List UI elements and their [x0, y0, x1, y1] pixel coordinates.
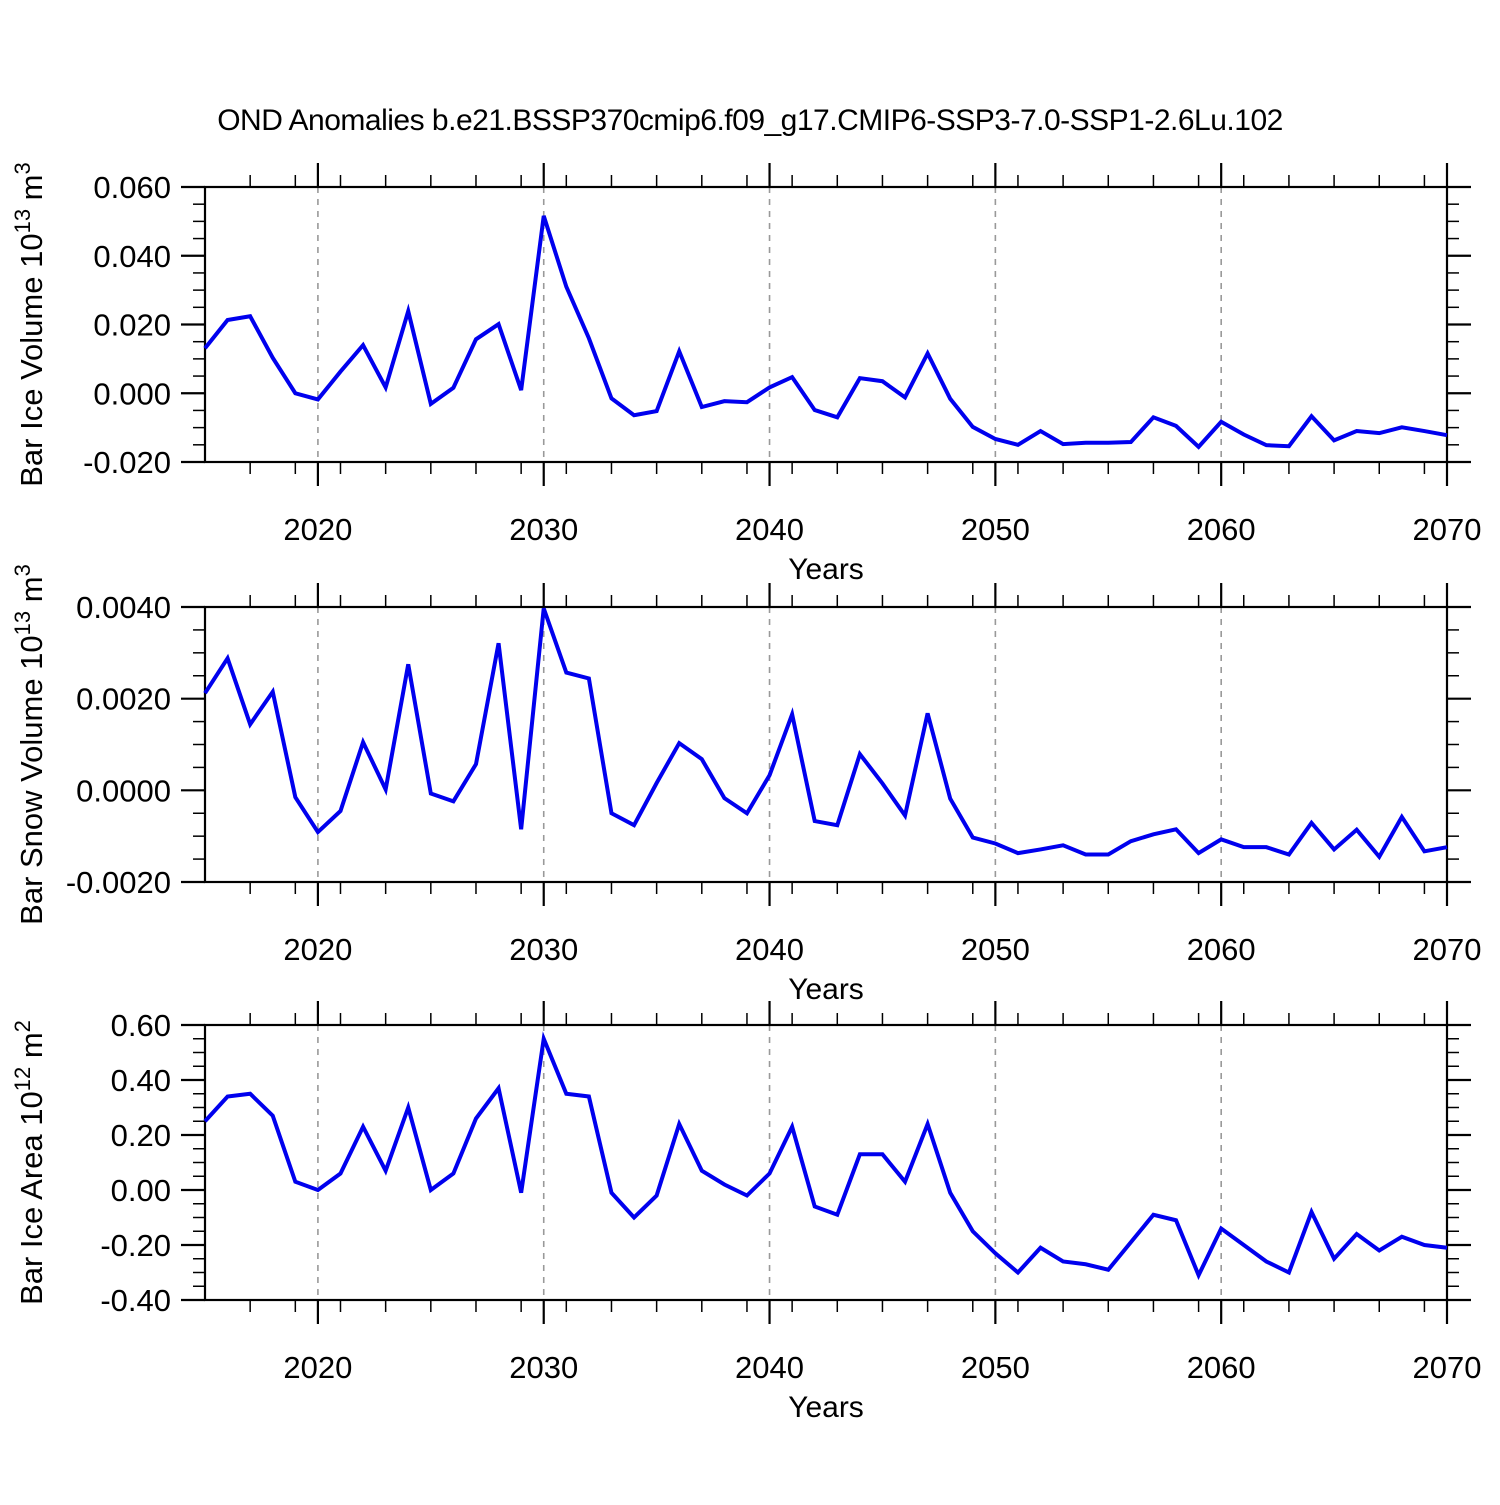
y-tick-label-0.0000: 0.0000 — [76, 773, 171, 808]
y-tick-label-0.060: 0.060 — [93, 170, 171, 205]
y-tick-label-0.40: 0.40 — [111, 1063, 171, 1098]
plot-box — [203, 1023, 1449, 1302]
series-line-ice-volume — [203, 215, 1448, 450]
panel-snow-volume: 2020 2030 2040 2050 2060 2070 -0.0020 0.0000 0.0… — [10, 564, 1481, 1006]
x-tick-label-2060: 2060 — [1187, 932, 1256, 967]
x-tick-label-2050: 2050 — [961, 512, 1030, 547]
series-line-ice-area — [203, 1031, 1448, 1281]
series-line-snow-volume — [203, 607, 1448, 861]
x-tick-label-2050: 2050 — [961, 1350, 1030, 1385]
y-tick-label--0.020: -0.020 — [83, 445, 171, 480]
x-axis-label-years: Years — [788, 973, 864, 1006]
y-axis-label-snow-volume: Bar Snow Volume 1013 m3 — [10, 564, 49, 925]
y-tick-label--0.20: -0.20 — [100, 1228, 171, 1263]
x-tick-label-2020: 2020 — [283, 1350, 352, 1385]
x-tick-label-2070: 2070 — [1413, 512, 1482, 547]
y-tick-label-0.0020: 0.0020 — [76, 682, 171, 717]
x-tick-label-2040: 2040 — [735, 932, 804, 967]
x-tick-label-2020: 2020 — [283, 932, 352, 967]
x-axis-label-years: Years — [788, 1391, 864, 1424]
y-tick-label-0.040: 0.040 — [93, 239, 171, 274]
y-axis-label-ice-volume: Bar Ice Volume 1013 m3 — [10, 162, 49, 487]
panels-group: 2020 2030 2040 2050 2060 2070 -0.020 0.000 0.020… — [10, 162, 1481, 1424]
x-tick-label-2050: 2050 — [961, 932, 1030, 967]
x-tick-label-2060: 2060 — [1187, 1350, 1256, 1385]
y-tick-label-0.60: 0.60 — [111, 1008, 171, 1043]
x-tick-label-2020: 2020 — [283, 512, 352, 547]
x-tick-label-2030: 2030 — [509, 932, 578, 967]
y-tick-label-0.020: 0.020 — [93, 308, 171, 343]
y-tick-label-0.000: 0.000 — [93, 376, 171, 411]
x-axis-label-years: Years — [788, 553, 864, 586]
panel-ice-volume: 2020 2030 2040 2050 2060 2070 -0.020 0.000 0.020… — [10, 162, 1481, 586]
x-tick-label-2060: 2060 — [1187, 512, 1256, 547]
plot-box — [203, 185, 1449, 464]
figure-title: OND Anomalies b.e21.BSSP370cmip6.f09_g17… — [217, 104, 1283, 137]
y-tick-label-0.0040: 0.0040 — [76, 590, 171, 625]
x-tick-label-2030: 2030 — [509, 512, 578, 547]
x-tick-label-2040: 2040 — [735, 512, 804, 547]
y-tick-label--0.0020: -0.0020 — [66, 865, 171, 900]
x-tick-label-2030: 2030 — [509, 1350, 578, 1385]
plot-box — [203, 605, 1449, 884]
y-tick-label-0.00: 0.00 — [111, 1173, 171, 1208]
y-tick-label-0.20: 0.20 — [111, 1118, 171, 1153]
x-tick-label-2040: 2040 — [735, 1350, 804, 1385]
panel-ice-area: 2020 2030 2040 2050 2060 2070 -0.40 -0.20 0.00 0.… — [10, 1001, 1481, 1424]
x-tick-label-2070: 2070 — [1413, 1350, 1482, 1385]
y-axis-label-ice-area: Bar Ice Area 1012 m2 — [10, 1020, 49, 1305]
x-tick-label-2070: 2070 — [1413, 932, 1482, 967]
y-tick-label--0.40: -0.40 — [100, 1283, 171, 1318]
